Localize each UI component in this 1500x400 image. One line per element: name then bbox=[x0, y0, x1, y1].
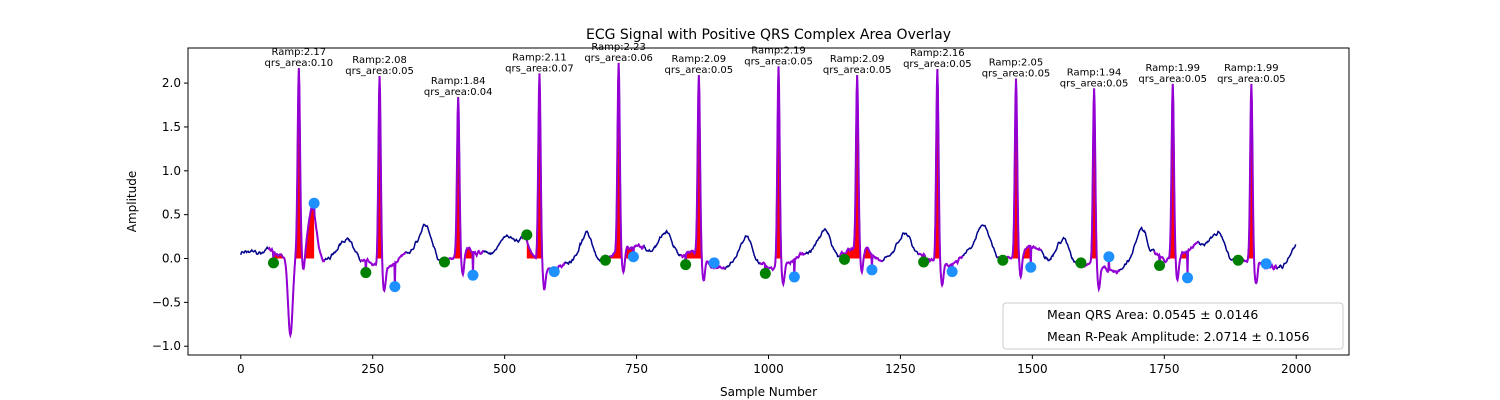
x-axis-label: Sample Number bbox=[720, 385, 817, 399]
y-tick-label: 1.0 bbox=[162, 164, 181, 178]
r-amplitude-label: Ramp:2.23 bbox=[591, 42, 646, 53]
chart-title: ECG Signal with Positive QRS Complex Are… bbox=[586, 27, 951, 43]
r-amplitude-label: Ramp:2.11 bbox=[512, 52, 567, 63]
r-amplitude-label: Ramp:2.19 bbox=[751, 45, 806, 56]
qrs-offset-marker bbox=[866, 264, 878, 276]
x-tick-label: 750 bbox=[625, 362, 648, 376]
x-tick-label: 1250 bbox=[885, 362, 916, 376]
qrs-area-fill bbox=[273, 68, 315, 259]
qrs-offset-marker bbox=[1103, 251, 1115, 263]
qrs-area-label: qrs_area:0.07 bbox=[505, 63, 574, 74]
r-amplitude-label: Ramp:1.99 bbox=[1224, 63, 1279, 74]
qrs-onset-marker bbox=[267, 257, 279, 269]
qrs-segment-line bbox=[759, 66, 806, 288]
qrs-offset-marker bbox=[946, 266, 958, 278]
qrs-offset-marker bbox=[389, 281, 401, 293]
qrs-onset-marker bbox=[1154, 260, 1166, 272]
x-axis-ticks: 0 250 500 750 1000 1250 1500 1750 2000 bbox=[237, 355, 1312, 376]
r-amplitude-label: Ramp:2.08 bbox=[352, 55, 407, 66]
legend: Mean QRS Area: 0.0545 ± 0.0146 Mean R-Pe… bbox=[1002, 302, 1344, 350]
x-tick-label: 1500 bbox=[1017, 362, 1048, 376]
legend-entry-mean-qrs-area: Mean QRS Area: 0.0545 ± 0.0146 bbox=[1047, 307, 1258, 322]
qrs-onset-marker bbox=[1075, 257, 1087, 269]
qrs-segment-line bbox=[1153, 83, 1199, 283]
qrs-area-label: qrs_area:0.05 bbox=[823, 65, 892, 76]
x-tick-label: 1000 bbox=[753, 362, 784, 376]
qrs-area-label: qrs_area:0.10 bbox=[265, 58, 334, 69]
qrs-area-label: qrs_area:0.05 bbox=[903, 59, 972, 70]
x-tick-label: 1750 bbox=[1149, 362, 1180, 376]
legend-box bbox=[1002, 302, 1344, 350]
x-tick-label: 250 bbox=[361, 362, 384, 376]
qrs-offset-marker bbox=[708, 257, 720, 269]
qrs-area-label: qrs_area:0.05 bbox=[744, 56, 813, 67]
r-amplitude-label: Ramp:1.99 bbox=[1145, 63, 1200, 74]
legend-entry-mean-r-peak-amplitude: Mean R-Peak Amplitude: 2.0714 ± 0.1056 bbox=[1047, 329, 1310, 344]
r-amplitude-label: Ramp:1.84 bbox=[431, 76, 486, 87]
qrs-onset-marker bbox=[1232, 254, 1244, 266]
x-tick-label: 0 bbox=[237, 362, 245, 376]
qrs-area-label: qrs_area:0.05 bbox=[982, 69, 1051, 80]
qrs-onset-marker bbox=[521, 229, 533, 241]
qrs-offset-marker bbox=[1025, 261, 1037, 273]
qrs-offset-marker bbox=[548, 266, 560, 278]
r-amplitude-label: Ramp:2.09 bbox=[672, 54, 727, 65]
qrs-offset-marker bbox=[627, 251, 639, 263]
r-amplitude-label: Ramp:2.17 bbox=[272, 47, 327, 58]
y-tick-label: 2.0 bbox=[162, 76, 181, 90]
qrs-onset-marker bbox=[918, 256, 930, 268]
r-amplitude-label: Ramp:2.05 bbox=[989, 58, 1044, 69]
y-axis-label: Amplitude bbox=[125, 171, 139, 233]
qrs-onset-marker bbox=[599, 254, 611, 266]
qrs-segment-line bbox=[359, 76, 407, 293]
y-tick-label: 1.5 bbox=[162, 120, 181, 134]
qrs-onset-marker bbox=[759, 267, 771, 279]
qrs-offset-marker bbox=[1260, 258, 1272, 270]
qrs-offset-marker bbox=[308, 197, 320, 209]
qrs-onset-marker bbox=[997, 254, 1009, 266]
qrs-segment-line bbox=[679, 75, 726, 282]
qrs-onset-marker bbox=[680, 259, 692, 271]
qrs-area-label: qrs_area:0.04 bbox=[424, 87, 493, 98]
y-axis-ticks: −1.0 −0.5 0.0 0.5 1.0 1.5 2.0 bbox=[152, 76, 188, 353]
qrs-markers bbox=[267, 197, 1272, 293]
x-tick-label: 500 bbox=[493, 362, 516, 376]
qrs-area-label: qrs_area:0.05 bbox=[1138, 74, 1207, 85]
qrs-offset-marker bbox=[467, 269, 479, 281]
y-tick-label: 0.0 bbox=[162, 252, 181, 266]
qrs-offset-marker bbox=[788, 271, 800, 283]
r-amplitude-label: Ramp:2.09 bbox=[830, 54, 885, 65]
qrs-segment-line bbox=[267, 68, 326, 339]
qrs-segment-line bbox=[838, 75, 883, 276]
x-tick-label: 2000 bbox=[1281, 362, 1312, 376]
y-tick-label: 0.5 bbox=[162, 208, 181, 222]
qrs-offset-marker bbox=[1182, 272, 1194, 284]
r-amplitude-label: Ramp:1.94 bbox=[1067, 67, 1122, 78]
y-tick-label: −1.0 bbox=[152, 339, 181, 353]
qrs-onset-marker bbox=[360, 267, 372, 279]
qrs-onset-marker bbox=[838, 253, 850, 265]
qrs-area-label: qrs_area:0.05 bbox=[665, 65, 734, 76]
qrs-onset-marker bbox=[438, 256, 450, 268]
qrs-area-label: qrs_area:0.05 bbox=[1060, 78, 1129, 89]
y-tick-label: −0.5 bbox=[152, 295, 181, 309]
qrs-area-label: qrs_area:0.05 bbox=[1217, 74, 1286, 85]
qrs-area-label: qrs_area:0.06 bbox=[584, 53, 653, 64]
r-amplitude-label: Ramp:2.16 bbox=[910, 48, 965, 59]
qrs-area-label: qrs_area:0.05 bbox=[345, 66, 414, 77]
